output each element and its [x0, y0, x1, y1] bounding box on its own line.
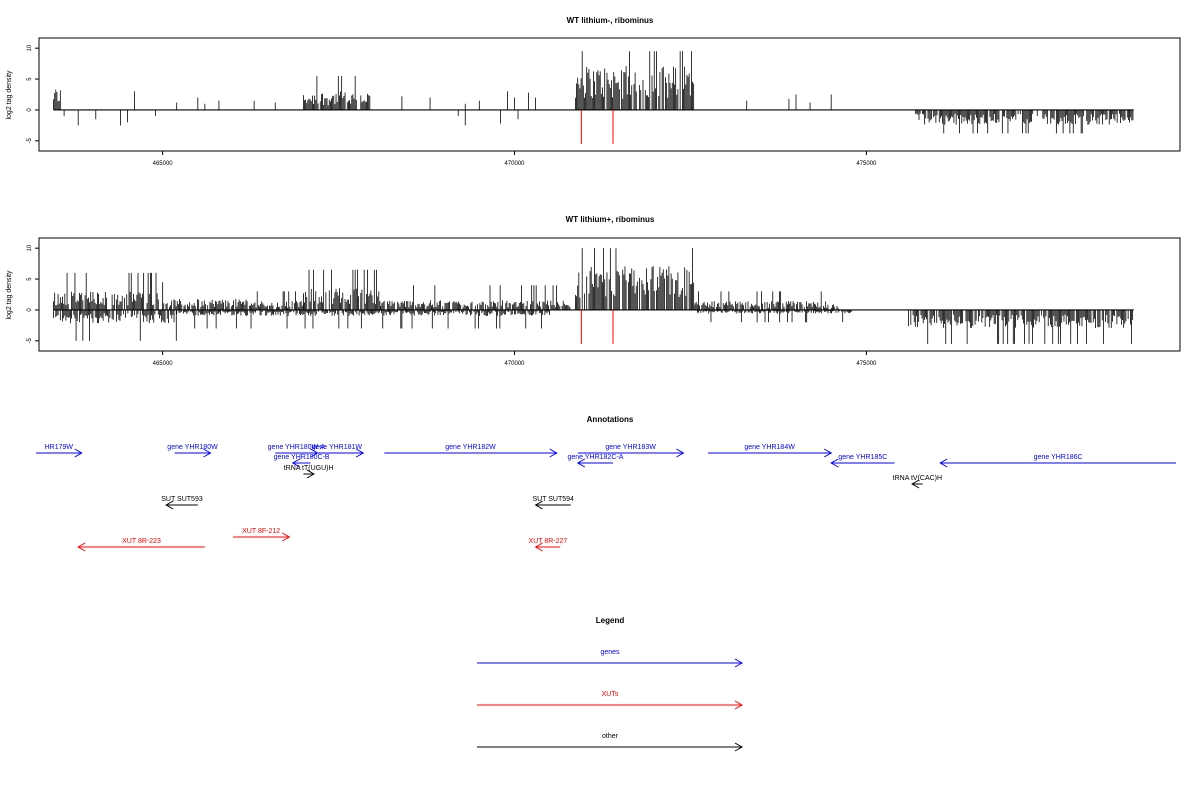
y-axis-label: log2 tag density	[6, 70, 13, 120]
arrow-head	[534, 500, 543, 510]
annotation-feature: gene YHR180W	[167, 444, 218, 458]
legend-item: genes	[477, 649, 744, 668]
feature-label: XUT 8R-227	[529, 538, 568, 545]
x-tick-label: 470000	[504, 361, 525, 367]
y-tick-label: -5	[27, 137, 33, 143]
arrow-head	[823, 448, 833, 458]
annotation-feature: SUT SUT593	[161, 496, 203, 510]
x-tick-label: 465000	[153, 161, 174, 167]
legend-label: genes	[600, 649, 620, 656]
legend-item: other	[477, 733, 744, 752]
y-tick-label: 0	[27, 108, 33, 112]
legend: Legend genes XUTs other	[477, 616, 744, 752]
annotation-feature: gene YHR186C	[939, 454, 1176, 468]
arrow-head	[355, 448, 365, 458]
feature-label: gene YHR184W	[744, 444, 795, 451]
feature-label: tRNA tV(CAC)H	[893, 475, 942, 482]
arrow-head	[734, 658, 744, 668]
arrow-head	[830, 458, 839, 468]
x-tick-label: 470000	[504, 161, 525, 167]
annotation-feature: gene YHR182W	[384, 444, 558, 458]
arrow-head	[77, 542, 86, 552]
annotation-feature: gene YHR185C	[830, 454, 895, 468]
feature-label: SUT SUT593	[161, 496, 203, 503]
plot-frame	[38, 37, 1181, 152]
annotation-feature: XUT 8F-212	[233, 528, 291, 542]
annotation-feature: gene YHR180C-B	[274, 454, 330, 468]
y-tick-label: 10	[27, 44, 33, 51]
arrow-head	[282, 532, 291, 542]
legend-items: genes XUTs other	[477, 649, 744, 752]
annotation-feature: tRNA tT(UGU)H	[284, 465, 334, 479]
arrow-head	[306, 469, 315, 479]
arrow-head	[734, 742, 744, 752]
track-panel-lithium-plus: WT lithium+, ribominus log2 tag density …	[6, 215, 1181, 367]
feature-label: gene YHR185C	[838, 454, 887, 461]
arrow-head	[939, 458, 948, 468]
annotation-feature: gene YHR184W	[708, 444, 833, 458]
legend-item: XUTs	[477, 691, 744, 710]
arrow-head	[549, 448, 558, 458]
feature-label: gene YHR180C-B	[274, 454, 330, 461]
legend-label: other	[602, 733, 619, 740]
arrow-head	[165, 500, 174, 510]
plot-frame	[38, 237, 1181, 352]
feature-label: gene YHR181W	[312, 444, 363, 451]
annotation-feature: SUT SUT594	[532, 496, 574, 510]
feature-label: gene YHR182C-A	[567, 454, 623, 461]
annotation-feature: gene YHR182C-A	[567, 454, 624, 468]
x-tick-label: 465000	[153, 361, 174, 367]
arrow-head	[534, 542, 543, 552]
feature-label: SUT SUT594	[532, 496, 574, 503]
y-tick-label: 5	[27, 77, 33, 81]
feature-label: gene YHR186C	[1034, 454, 1083, 461]
feature-label: gene YHR180W-A	[268, 444, 326, 451]
feature-label: tRNA tT(UGU)H	[284, 465, 334, 472]
arrow-head	[291, 458, 301, 468]
track-panel-lithium-minus: WT lithium-, ribominus log2 tag density …	[6, 16, 1181, 167]
feature-label: HR179W	[45, 444, 74, 451]
feature-label: gene YHR180W	[167, 444, 218, 451]
annotation-feature: XUT 8R-227	[529, 538, 568, 552]
arrow-head	[911, 479, 920, 489]
annotation-feature: gene YHR183W	[577, 444, 685, 458]
y-tick-label: 10	[27, 244, 33, 251]
annotations-title: Annotations	[587, 415, 634, 424]
axes: -5 0 5 10 465000 470000 475000	[27, 244, 877, 367]
annotation-feature: XUT 8R-223	[77, 538, 205, 552]
annotation-feature: gene YHR181W	[310, 444, 365, 458]
arrow-head	[74, 448, 83, 458]
x-tick-label: 475000	[856, 361, 877, 367]
legend-label: XUTs	[602, 691, 619, 698]
y-tick-label: 0	[27, 308, 33, 312]
arrow-head	[203, 448, 212, 458]
annotation-feature: HR179W	[35, 444, 83, 458]
feature-label: XUT 8F-212	[242, 528, 280, 535]
arrow-head	[734, 700, 744, 710]
y-tick-label: -5	[27, 337, 33, 343]
legend-title: Legend	[596, 616, 625, 625]
feature-label: gene YHR182W	[445, 444, 496, 451]
signal-bars	[53, 51, 1134, 144]
feature-label: gene YHR183W	[605, 444, 656, 451]
panel-title: WT lithium+, ribominus	[566, 215, 655, 224]
annotation-feature: tRNA tV(CAC)H	[893, 475, 942, 489]
panel-title: WT lithium-, ribominus	[567, 16, 654, 25]
axes: -5 0 5 10 465000 470000 475000	[27, 44, 877, 167]
x-tick-label: 475000	[856, 161, 877, 167]
y-tick-label: 5	[27, 277, 33, 281]
annotations-track: Annotations HR179W gene YHR180W gene YHR18…	[35, 415, 1176, 552]
feature-label: XUT 8R-223	[122, 538, 161, 545]
arrow-head	[576, 458, 586, 468]
arrow-head	[676, 448, 685, 458]
y-axis-label: log2 tag density	[6, 270, 13, 320]
signal-bars	[53, 248, 1134, 344]
